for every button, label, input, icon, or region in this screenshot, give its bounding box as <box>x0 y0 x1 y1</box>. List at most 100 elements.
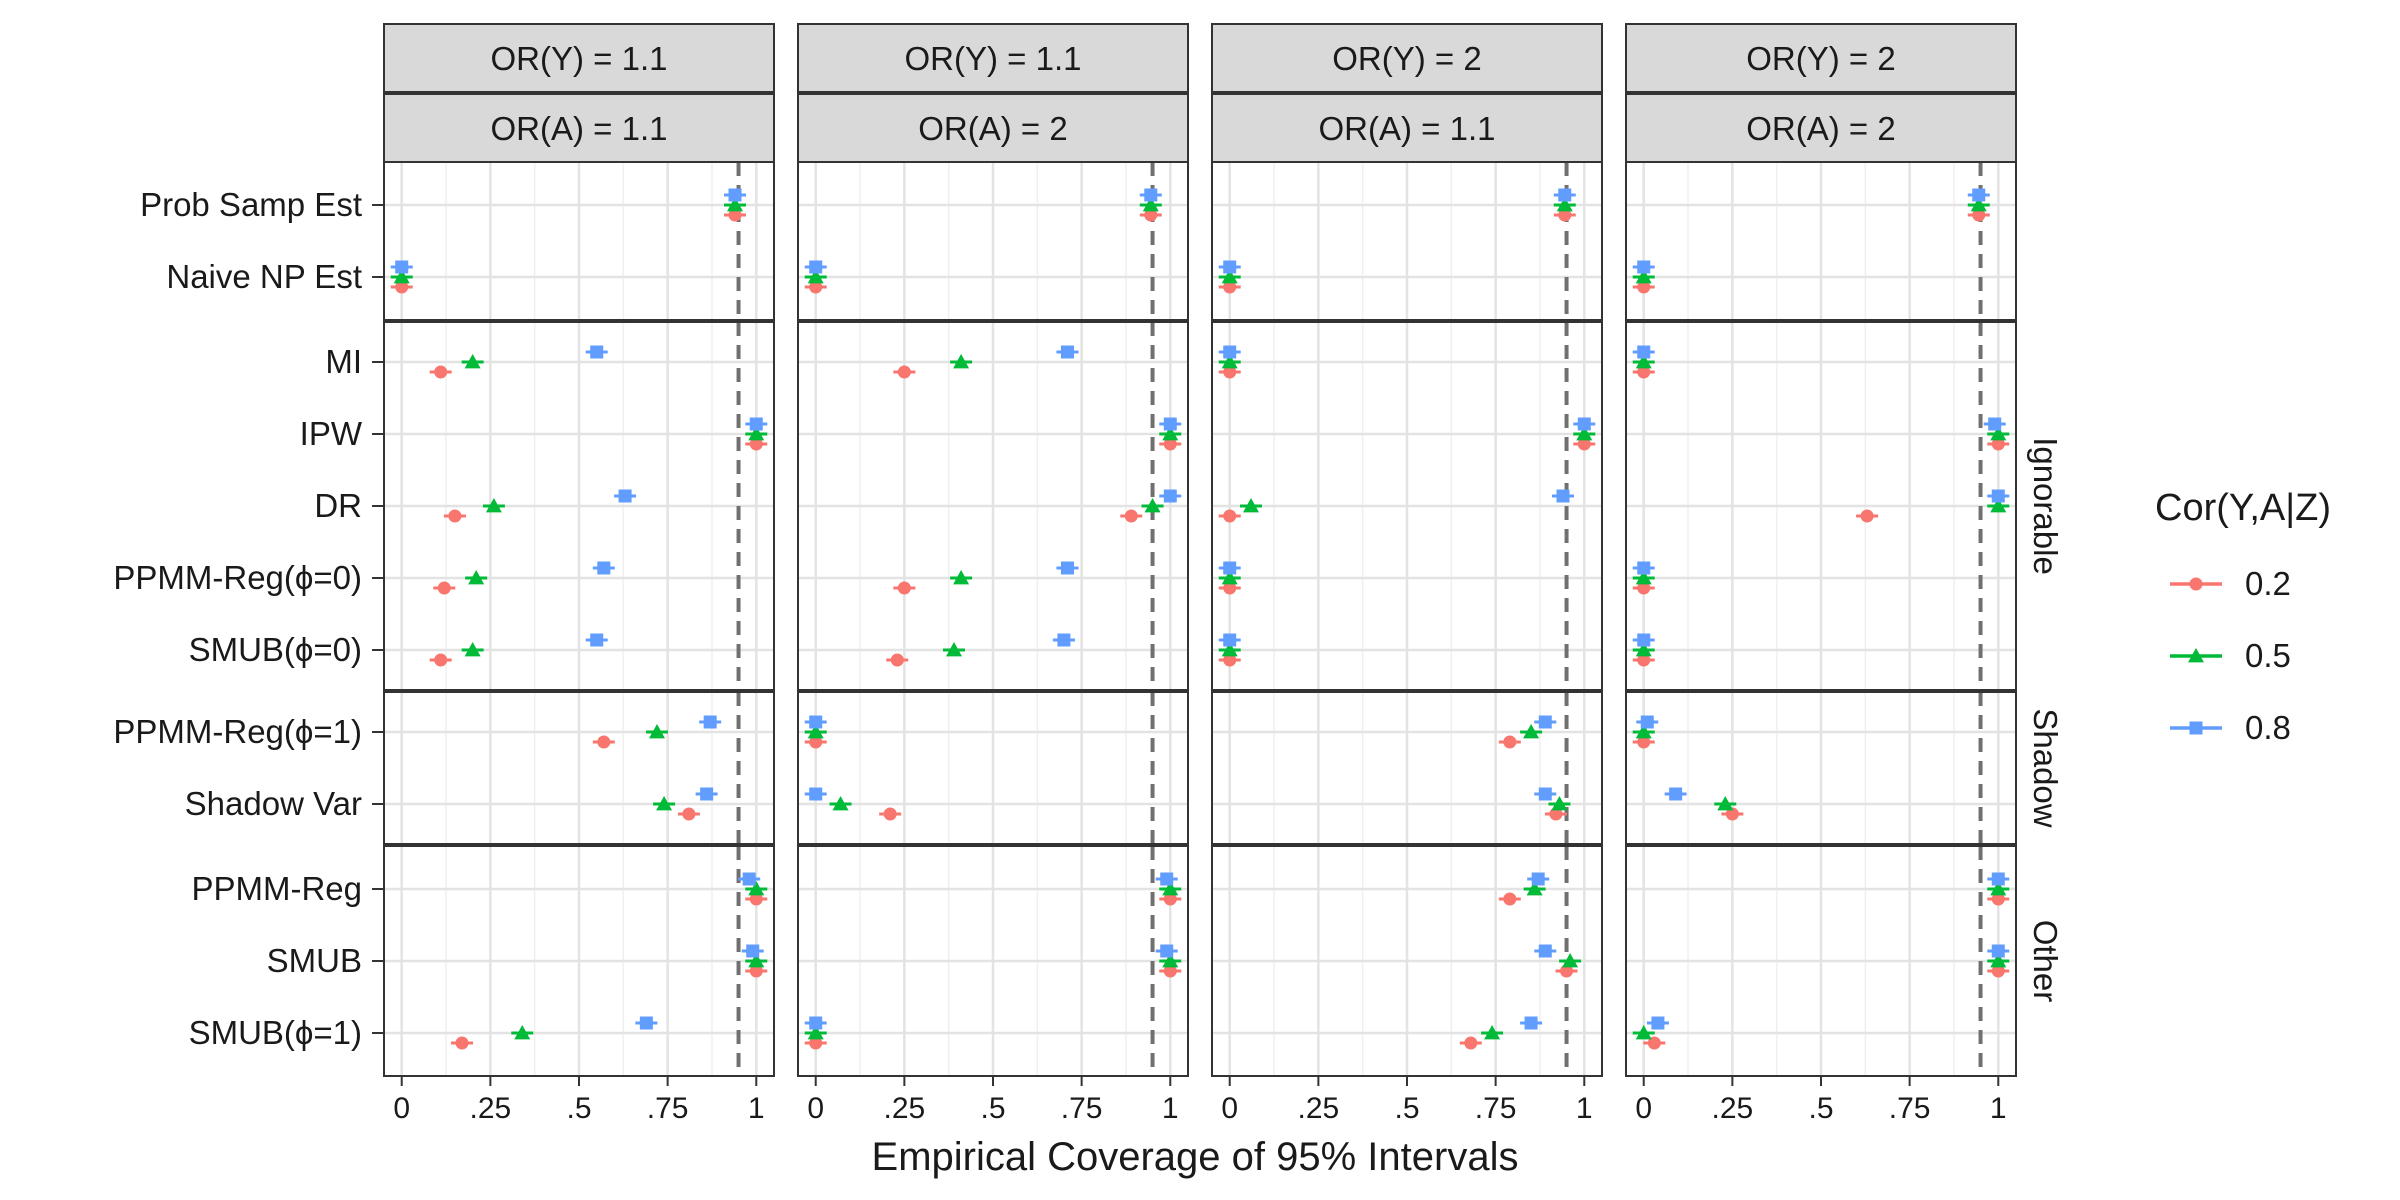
data-point <box>1991 892 2005 906</box>
data-point <box>749 417 763 431</box>
data-point <box>1223 509 1237 523</box>
panel-border <box>1625 321 2017 691</box>
panel-border <box>1211 691 1603 845</box>
data-point <box>953 570 970 585</box>
method-label: Prob Samp Est <box>140 186 362 223</box>
data-point <box>1223 365 1237 379</box>
x-tick-label: .25 <box>1712 1092 1754 1125</box>
data-point <box>618 489 632 503</box>
data-point <box>1243 498 1259 513</box>
data-point <box>1860 509 1874 523</box>
data-point <box>1221 354 1238 369</box>
facet-panel <box>383 691 775 845</box>
strip-top-bg <box>383 23 775 93</box>
data-point <box>485 498 502 513</box>
data-point <box>395 280 409 294</box>
data-point <box>1972 208 1986 222</box>
panel-border <box>1625 691 2017 845</box>
data-point <box>727 197 743 212</box>
data-point <box>1991 437 2005 451</box>
data-point <box>1221 642 1238 657</box>
data-point <box>1637 345 1651 359</box>
data-point <box>742 872 756 886</box>
data-point <box>597 561 611 575</box>
legend-marker <box>2188 648 2204 663</box>
data-point <box>1556 197 1573 212</box>
x-axis-ticks: 0 .25 .5 .75 1 0 .25 .5 .75 1 0 .25 .5 .75 1 0 .25 .5 .75 1 <box>393 1076 2007 1125</box>
facet-panel <box>1211 845 1603 1077</box>
facet-panel <box>797 321 1189 691</box>
data-point <box>1057 633 1071 647</box>
x-tick-label: .75 <box>1475 1092 1517 1125</box>
data-point <box>809 787 823 801</box>
data-point <box>1464 1036 1478 1050</box>
data-point <box>1637 365 1651 379</box>
data-point <box>809 1016 823 1030</box>
data-point <box>1637 280 1651 294</box>
data-point <box>1635 642 1652 657</box>
data-point <box>1637 260 1651 274</box>
data-point <box>1990 426 2007 441</box>
row-facet-label: Other <box>2027 920 2064 1003</box>
data-point <box>1637 633 1651 647</box>
data-point <box>1163 489 1177 503</box>
data-point <box>748 953 765 968</box>
x-tick-label: 0 <box>1221 1092 1238 1125</box>
data-point <box>1503 892 1517 906</box>
data-point <box>1163 964 1177 978</box>
data-point <box>1223 280 1237 294</box>
data-point <box>1990 881 2007 896</box>
strip-top-label: OR(Y) = 1.1 <box>491 40 668 77</box>
data-point <box>1162 881 1179 896</box>
strip-bottom-bg <box>383 93 775 163</box>
method-label: SMUB(ϕ=1) <box>189 1014 362 1051</box>
data-point <box>809 735 823 749</box>
data-point <box>1538 944 1552 958</box>
data-point <box>1991 964 2005 978</box>
data-point <box>1144 208 1158 222</box>
method-label: DR <box>314 487 362 524</box>
method-label: PPMM-Reg(ϕ=0) <box>113 559 362 596</box>
data-point <box>448 509 462 523</box>
panel-border <box>1211 161 1603 321</box>
method-label: MI <box>325 343 362 380</box>
data-point <box>1060 561 1074 575</box>
strip-bottom-bg <box>1211 93 1603 163</box>
strip-bottom-label: OR(A) = 1.1 <box>1319 110 1496 147</box>
data-point <box>1503 735 1517 749</box>
data-point <box>728 208 742 222</box>
data-point <box>1577 437 1591 451</box>
facet-panel <box>797 691 1189 845</box>
facet-panel <box>383 321 775 691</box>
x-tick-label: .25 <box>1298 1092 1340 1125</box>
data-point <box>807 724 824 739</box>
row-facet-label: Ignorable <box>2027 437 2064 575</box>
data-point <box>1144 498 1161 513</box>
data-point <box>395 260 409 274</box>
x-tick-label: .75 <box>647 1092 689 1125</box>
data-point <box>649 724 665 739</box>
legend-entry: 0.2 <box>2170 565 2291 602</box>
data-point <box>809 280 823 294</box>
method-label: PPMM-Reg <box>191 870 362 907</box>
facet-panel <box>797 161 1189 321</box>
strip-bottom-label: OR(A) = 1.1 <box>491 110 668 147</box>
data-point <box>1558 188 1572 202</box>
data-point <box>639 1016 653 1030</box>
data-point <box>1163 417 1177 431</box>
data-point <box>728 188 742 202</box>
data-point <box>1637 581 1651 595</box>
data-point <box>590 345 604 359</box>
data-point <box>1560 964 1574 978</box>
x-tick-label: .25 <box>470 1092 512 1125</box>
x-tick-label: 0 <box>807 1092 824 1125</box>
data-point <box>748 426 765 441</box>
facet-panel <box>1625 691 2017 845</box>
data-point <box>1163 437 1177 451</box>
facet-column-3: OR(Y) = 2 OR(A) = 1.1 <box>1211 23 1603 1077</box>
data-point <box>1526 881 1543 896</box>
legend-marker <box>2189 721 2203 735</box>
data-point <box>1562 953 1579 968</box>
data-point <box>1223 633 1237 647</box>
